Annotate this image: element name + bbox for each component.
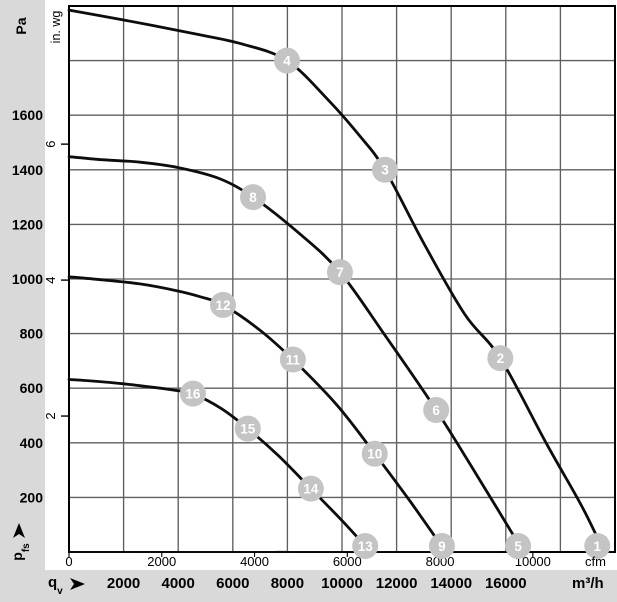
- cfm-tick-label: 10000: [515, 554, 551, 569]
- operating-point-marker: [240, 184, 267, 211]
- operating-point-marker: [428, 532, 455, 559]
- operating-point-number: 11: [286, 352, 301, 367]
- qv-tick-label: 10000: [321, 575, 363, 592]
- operating-point-9: 9: [428, 532, 455, 559]
- pressure-axis-arrow-icon: [13, 523, 25, 539]
- operating-point-6: 6: [423, 397, 450, 424]
- operating-point-number: 16: [185, 387, 201, 402]
- operating-point-marker: [361, 440, 388, 467]
- operating-point-number: 12: [215, 298, 230, 313]
- operating-point-2: 2: [487, 345, 514, 372]
- cfm-tick-label: 2000: [147, 554, 176, 569]
- pa-tick-label: 800: [20, 326, 44, 342]
- operating-point-marker: [209, 291, 236, 318]
- operating-point-marker: [279, 346, 306, 373]
- operating-point-number: 14: [303, 482, 319, 497]
- pa-tick-label: 1000: [12, 271, 43, 287]
- cfm-tick-label: 6000: [333, 554, 362, 569]
- operating-point-16: 16: [179, 380, 206, 407]
- operating-point-marker: [297, 475, 324, 502]
- operating-point-number: 8: [249, 190, 257, 205]
- operating-point-marker: [273, 47, 300, 74]
- operating-point-number: 1: [593, 539, 601, 554]
- operating-point-marker: [584, 532, 611, 559]
- qv-tick-label: 14000: [430, 575, 472, 592]
- operating-point-number: 3: [381, 163, 389, 178]
- operating-point-marker: [505, 532, 532, 559]
- qv-tick-label: 4000: [162, 575, 195, 592]
- operating-point-11: 11: [279, 346, 306, 373]
- cfm-tick-label: 0: [65, 554, 72, 569]
- inwg-tick-label: 2: [43, 412, 58, 419]
- operating-point-12: 12: [209, 291, 236, 318]
- operating-point-15: 15: [234, 415, 261, 442]
- flow-axis-arrow-icon: [69, 577, 85, 590]
- qv-tick-label: 8000: [271, 575, 304, 592]
- fan-curve-1: [67, 8, 606, 554]
- operating-point-13: 13: [352, 532, 379, 559]
- system-curves: [69, 550, 501, 553]
- operating-point-number: 6: [432, 403, 440, 418]
- operating-point-8: 8: [240, 184, 267, 211]
- fan-curve-3: [67, 275, 448, 554]
- pa-tick-label: 400: [20, 435, 44, 451]
- operating-point-marker: [352, 532, 379, 559]
- operating-point-number: 13: [358, 539, 374, 554]
- inwg-axis: 6 4 2: [43, 141, 69, 420]
- fan-curve-4: [67, 378, 373, 554]
- qv-tick-label: 12000: [376, 575, 418, 592]
- operating-point-marker: [326, 259, 353, 286]
- operating-point-number: 7: [336, 265, 344, 280]
- inwg-tick-label: 6: [43, 141, 58, 148]
- operating-point-3: 3: [371, 156, 398, 183]
- qv-axis-labels: 2000 4000 6000 8000 10000 12000 14000 16000: [107, 575, 527, 592]
- operating-point-number: 9: [438, 539, 446, 554]
- inwg-axis-unit-label: in. wg: [49, 10, 63, 44]
- operating-point-number: 2: [497, 351, 505, 366]
- operating-point-7: 7: [326, 259, 353, 286]
- pa-tick-label: 200: [20, 489, 44, 505]
- operating-point-number: 4: [283, 53, 291, 68]
- operating-point-5: 5: [505, 532, 532, 559]
- pa-axis-unit-label: Pa: [13, 17, 29, 35]
- m3h-unit-label: m³/h: [572, 575, 604, 592]
- operating-point-number: 15: [240, 421, 256, 436]
- pa-tick-label: 1400: [12, 162, 43, 178]
- cfm-axis: 0 2000 4000 6000 8000 10000: [65, 552, 551, 569]
- operating-point-marker: [423, 397, 450, 424]
- operating-point-marker: [487, 345, 514, 372]
- operating-point-marker: [234, 415, 261, 442]
- fan-curve-2: [67, 155, 525, 554]
- qv-tick-label: 16000: [485, 575, 527, 592]
- cfm-tick-label: 4000: [240, 554, 269, 569]
- qv-tick-label: 2000: [107, 575, 140, 592]
- inwg-tick-label: 4: [43, 276, 58, 283]
- operating-point-14: 14: [297, 475, 324, 502]
- operating-point-marker: [371, 156, 398, 183]
- pa-axis-labels: 1600 1400 1200 1000 800 600 400 200: [12, 107, 43, 505]
- operating-point-4: 4: [273, 47, 300, 74]
- operating-point-marker: [179, 380, 206, 407]
- qv-symbol: qv: [48, 573, 63, 597]
- pa-tick-label: 1200: [12, 216, 43, 232]
- operating-point-number: 5: [514, 539, 522, 554]
- pressure-axis-symbol: pfs: [9, 518, 32, 566]
- qv-tick-label: 6000: [216, 575, 249, 592]
- pa-tick-label: 600: [20, 380, 44, 396]
- pfs-symbol: pfs: [9, 543, 32, 561]
- operating-point-1: 1: [584, 532, 611, 559]
- pa-tick-label: 1600: [12, 107, 43, 123]
- operating-point-number: 10: [367, 447, 382, 462]
- operating-point-10: 10: [361, 440, 388, 467]
- flow-axis-symbol: qv: [48, 573, 85, 597]
- cfm-unit-label: cfm: [585, 554, 606, 569]
